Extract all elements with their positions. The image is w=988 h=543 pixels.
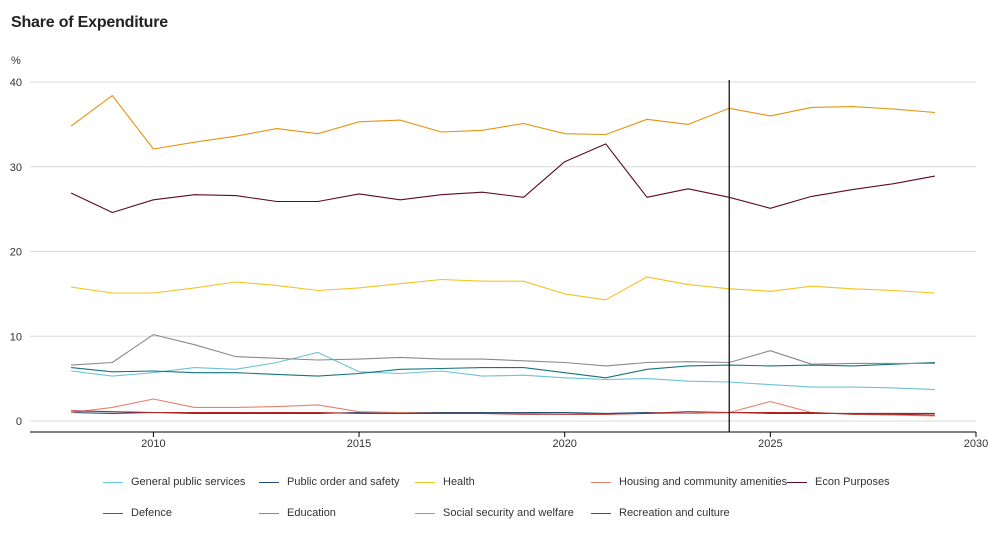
legend-item: Social security and welfare xyxy=(415,507,574,519)
legend-item: Housing and community amenities xyxy=(591,476,787,488)
legend-item: Recreation and culture xyxy=(591,507,730,519)
legend-item: Public order and safety xyxy=(259,476,400,488)
series-line-general-public-services xyxy=(71,351,935,391)
chart-legend: General public services Public order and … xyxy=(0,470,988,540)
series-line-health xyxy=(71,276,935,301)
x-tick-label: 2025 xyxy=(758,438,782,450)
legend-swatch xyxy=(415,512,435,514)
y-tick-label: 30 xyxy=(10,162,22,174)
series-line-defence xyxy=(71,361,935,379)
legend-swatch xyxy=(591,512,611,514)
legend-swatch xyxy=(259,481,279,483)
legend-label: Education xyxy=(287,507,336,519)
chart-title: Share of Expenditure xyxy=(11,14,168,31)
legend-label: Defence xyxy=(131,507,172,519)
y-axis-label: % xyxy=(11,55,21,67)
series-line-social-security-and-welfare xyxy=(70,95,935,150)
series-line-recreation-and-culture xyxy=(71,410,935,416)
legend-item: Health xyxy=(415,476,475,488)
legend-label: Public order and safety xyxy=(287,476,400,488)
x-tick-label: 2010 xyxy=(141,438,165,450)
series-line-education xyxy=(71,334,935,367)
legend-swatch xyxy=(787,481,807,483)
y-tick-label: 20 xyxy=(10,247,22,259)
legend-swatch xyxy=(103,512,123,514)
legend-label: Recreation and culture xyxy=(619,507,730,519)
series-line-public-order-and-safety xyxy=(71,411,935,414)
legend-label: Social security and welfare xyxy=(443,507,574,519)
y-tick-label: 40 xyxy=(10,77,22,89)
series-line-econ-purposes xyxy=(70,143,935,214)
legend-swatch xyxy=(103,481,123,483)
x-tick-label: 2030 xyxy=(964,438,988,450)
x-tick-label: 2020 xyxy=(552,438,576,450)
legend-item: General public services xyxy=(103,476,245,488)
legend-label: Econ Purposes xyxy=(815,476,890,488)
legend-swatch xyxy=(591,481,611,483)
legend-swatch xyxy=(259,512,279,514)
legend-item: Econ Purposes xyxy=(787,476,890,488)
legend-item: Defence xyxy=(103,507,172,519)
legend-label: Housing and community amenities xyxy=(619,476,788,488)
y-tick-label: 0 xyxy=(16,416,22,428)
legend-label: Health xyxy=(443,476,475,488)
legend-item: Education xyxy=(259,507,336,519)
x-tick-label: 2015 xyxy=(347,438,371,450)
legend-swatch xyxy=(415,481,435,483)
legend-label: General public services xyxy=(131,476,246,488)
y-tick-label: 10 xyxy=(10,331,22,343)
